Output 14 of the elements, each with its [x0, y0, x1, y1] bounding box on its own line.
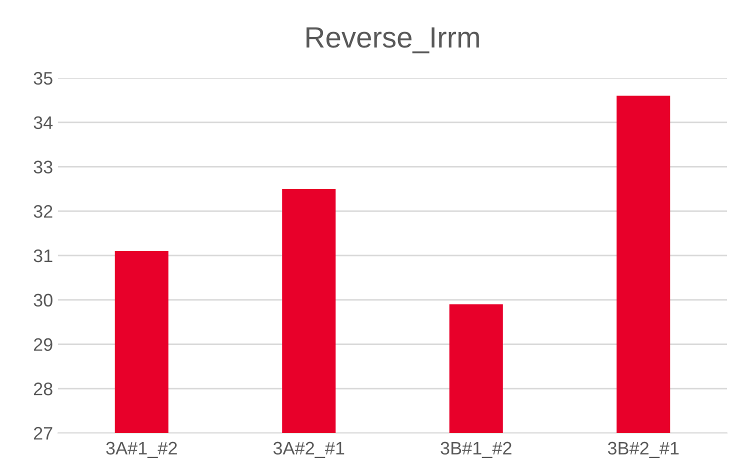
- x-tick-label: 3A#2_#1: [273, 442, 344, 458]
- x-tick-label: 3B#2_#1: [608, 442, 679, 458]
- chart-title: Reverse_Irrm: [306, 27, 479, 54]
- y-tick-label: 29: [34, 338, 52, 351]
- y-tick-label: 35: [34, 72, 52, 85]
- y-tick-label: 33: [34, 160, 52, 174]
- y-tick-label: 30: [34, 294, 52, 307]
- y-tick-label: 34: [34, 116, 53, 130]
- y-tick-label: 32: [34, 205, 52, 218]
- y-tick-label: 28: [34, 382, 52, 396]
- x-tick-label: 3B#1_#2: [440, 442, 512, 458]
- y-tick-label: 27: [34, 426, 52, 440]
- x-tick-label: 3A#1_#2: [106, 442, 177, 458]
- y-tick-label: 31: [34, 249, 52, 262]
